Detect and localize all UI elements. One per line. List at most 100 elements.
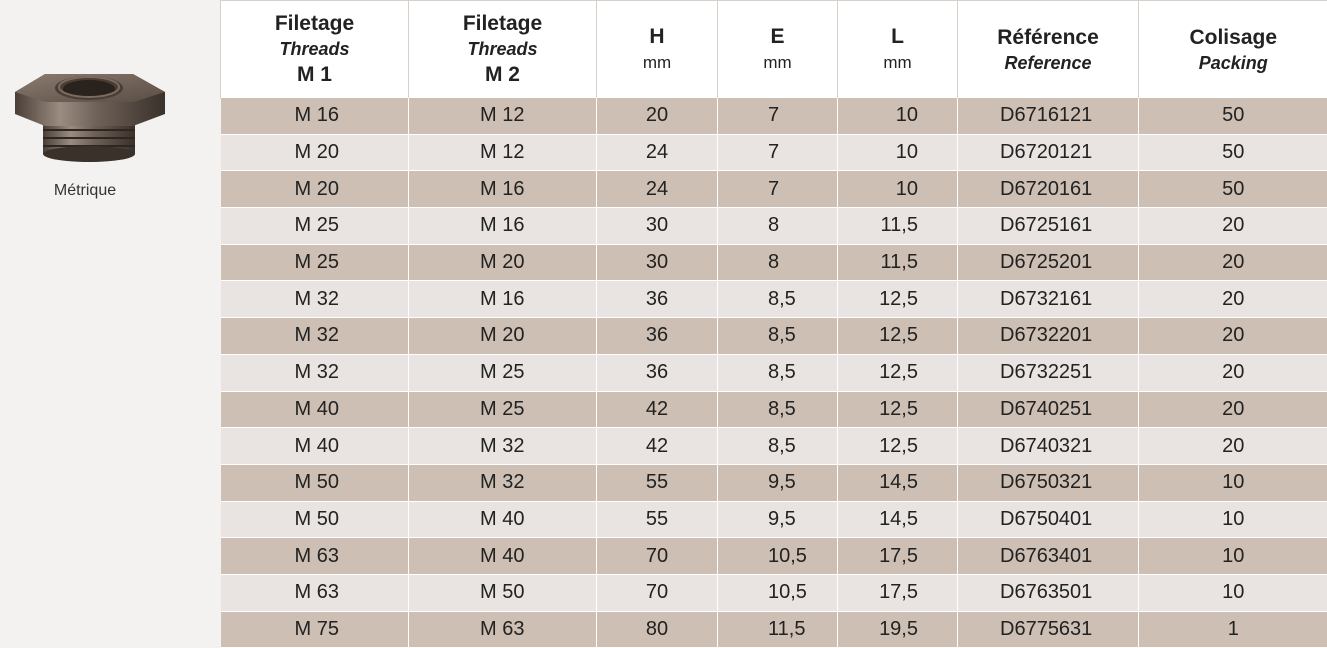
cell-thread-m1: M 20 [221,134,409,171]
cell-l: 12,5 [838,318,958,355]
cell-l: 12,5 [838,391,958,428]
cell-h: 24 [597,171,718,208]
cell-thread-m1: M 63 [221,574,409,611]
cell-h: 36 [597,354,718,391]
cell-reference: D6725161 [958,208,1139,245]
cell-thread-m2: M 16 [409,171,597,208]
cell-l: 14,5 [838,464,958,501]
header-l: L mm [838,1,958,99]
cell-l: 11,5 [838,208,958,245]
cell-reference: D6716121 [958,98,1139,134]
cell-thread-m2: M 16 [409,208,597,245]
cell-packing: 20 [1139,318,1327,355]
cell-thread-m2: M 32 [409,464,597,501]
cell-h: 36 [597,318,718,355]
cell-h: 70 [597,574,718,611]
cell-packing: 50 [1139,98,1327,134]
cell-reference: D6725201 [958,244,1139,281]
cell-h: 20 [597,98,718,134]
cell-h: 42 [597,428,718,465]
cell-thread-m2: M 25 [409,354,597,391]
cell-thread-m1: M 25 [221,208,409,245]
cell-l: 17,5 [838,538,958,575]
cell-h: 30 [597,244,718,281]
cell-packing: 10 [1139,538,1327,575]
cell-e: 7 [718,98,838,134]
cell-thread-m2: M 12 [409,98,597,134]
table-header-row: Filetage Threads M 1 Filetage Threads M … [221,1,1327,99]
cell-thread-m2: M 25 [409,391,597,428]
cell-e: 8,5 [718,391,838,428]
cell-thread-m1: M 16 [221,98,409,134]
cell-packing: 20 [1139,244,1327,281]
hex-reducer-fitting-image [5,62,173,166]
cell-e: 8,5 [718,281,838,318]
cell-packing: 50 [1139,171,1327,208]
header-reference: Référence Reference [958,1,1139,99]
cell-reference: D6763401 [958,538,1139,575]
cell-reference: D6732161 [958,281,1139,318]
cell-thread-m1: M 40 [221,428,409,465]
header-h: H mm [597,1,718,99]
cell-reference: D6720161 [958,171,1139,208]
cell-reference: D6740321 [958,428,1139,465]
cell-thread-m2: M 63 [409,611,597,648]
specification-table: Filetage Threads M 1 Filetage Threads M … [220,0,1327,648]
cell-thread-m1: M 32 [221,318,409,355]
cell-reference: D6732201 [958,318,1139,355]
header-packing: Colisage Packing [1139,1,1327,99]
product-caption: Métrique [0,182,170,200]
cell-reference: D6732251 [958,354,1139,391]
cell-h: 24 [597,134,718,171]
cell-reference: D6750321 [958,464,1139,501]
cell-thread-m1: M 32 [221,354,409,391]
cell-e: 10,5 [718,574,838,611]
cell-packing: 10 [1139,464,1327,501]
cell-thread-m2: M 20 [409,318,597,355]
cell-thread-m1: M 63 [221,538,409,575]
cell-reference: D6763501 [958,574,1139,611]
cell-l: 17,5 [838,574,958,611]
cell-thread-m2: M 16 [409,281,597,318]
cell-thread-m1: M 50 [221,501,409,538]
cell-thread-m2: M 32 [409,428,597,465]
product-panel: Métrique [0,0,220,634]
cell-packing: 20 [1139,428,1327,465]
cell-reference: D6740251 [958,391,1139,428]
cell-reference: D6750401 [958,501,1139,538]
cell-e: 7 [718,171,838,208]
cell-h: 30 [597,208,718,245]
cell-reference: D6775631 [958,611,1139,648]
cell-e: 8,5 [718,354,838,391]
cell-h: 70 [597,538,718,575]
cell-e: 8,5 [718,428,838,465]
cell-thread-m2: M 12 [409,134,597,171]
cell-packing: 10 [1139,501,1327,538]
header-thread-m2: Filetage Threads M 2 [409,1,597,99]
cell-e: 10,5 [718,538,838,575]
header-e: E mm [718,1,838,99]
cell-packing: 20 [1139,281,1327,318]
cell-l: 10 [838,98,958,134]
cell-reference: D6720121 [958,134,1139,171]
cell-e: 9,5 [718,464,838,501]
cell-e: 9,5 [718,501,838,538]
cell-e: 7 [718,134,838,171]
cell-thread-m2: M 40 [409,501,597,538]
cell-packing: 20 [1139,208,1327,245]
cell-l: 12,5 [838,281,958,318]
cell-thread-m1: M 25 [221,244,409,281]
